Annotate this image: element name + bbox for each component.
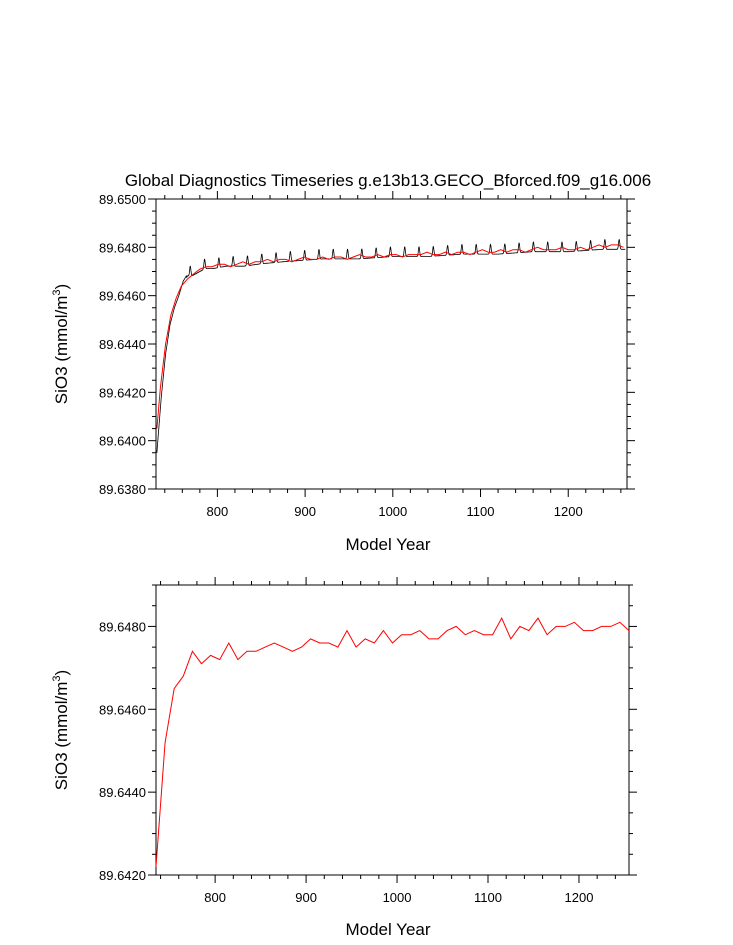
x-tick-label: 1000: [378, 504, 407, 519]
chart-title: Global Diagnostics Timeseries g.e13b13.G…: [125, 171, 651, 190]
x-tick-label: 1200: [554, 504, 583, 519]
y-tick-label: 89.6400: [99, 434, 146, 449]
bottom-y-axis-label-close: ): [52, 670, 71, 676]
top-y-axis-label-main: SiO3 (mmol/m: [52, 296, 71, 405]
bottom-x-tick-labels: 800 900 1000 1100 1200: [204, 890, 593, 905]
top-monthly-series-line: [156, 238, 626, 453]
top-x-tick-labels: 800 900 1000 1100 1200: [207, 504, 583, 519]
bottom-axis-ticks: [148, 577, 637, 883]
bottom-plot-frame: [155, 584, 630, 876]
x-tick-label: 900: [294, 504, 316, 519]
x-tick-label: 800: [207, 504, 229, 519]
top-annual-series-line: [156, 244, 624, 429]
bottom-annual-series-line: [155, 616, 630, 867]
top-axis-ticks: [148, 191, 635, 497]
y-tick-label: 89.6480: [99, 619, 146, 634]
y-tick-label: 89.6440: [99, 785, 146, 800]
x-tick-label: 1100: [467, 504, 495, 519]
y-tick-label: 89.6420: [99, 868, 146, 883]
bottom-y-axis-label: SiO3 (mmol/m3): [51, 670, 71, 790]
y-tick-label: 89.6380: [99, 482, 146, 497]
x-tick-label: 900: [295, 890, 317, 905]
bottom-y-axis-label-main: SiO3 (mmol/m: [52, 682, 71, 791]
top-panel: Global Diagnostics Timeseries g.e13b13.G…: [51, 171, 651, 554]
x-tick-label: 1000: [383, 890, 412, 905]
x-tick-label: 1100: [474, 890, 502, 905]
y-tick-label: 89.6440: [99, 337, 146, 352]
bottom-panel: 89.6420 89.6440 89.6460 89.6480 800 900 1000 1…: [51, 577, 637, 939]
top-plot-frame: [155, 198, 628, 490]
top-y-axis-label: SiO3 (mmol/m3): [51, 284, 71, 404]
y-tick-label: 89.6500: [99, 192, 146, 207]
top-x-axis-label: Model Year: [345, 535, 430, 554]
y-tick-label: 89.6460: [99, 702, 146, 717]
top-y-axis-label-close: ): [52, 284, 71, 290]
x-tick-label: 1200: [565, 890, 594, 905]
bottom-x-axis-label: Model Year: [345, 920, 430, 939]
bottom-y-axis-label-sup: 3: [51, 675, 63, 681]
bottom-y-tick-labels: 89.6420 89.6440 89.6460 89.6480: [99, 619, 146, 883]
top-y-axis-label-sup: 3: [51, 289, 63, 295]
y-tick-label: 89.6460: [99, 289, 146, 304]
y-tick-label: 89.6480: [99, 240, 146, 255]
x-tick-label: 800: [204, 890, 226, 905]
y-tick-label: 89.6420: [99, 385, 146, 400]
top-y-tick-labels: 89.6380 89.6400 89.6420 89.6440 89.6460 89.64…: [99, 192, 146, 497]
